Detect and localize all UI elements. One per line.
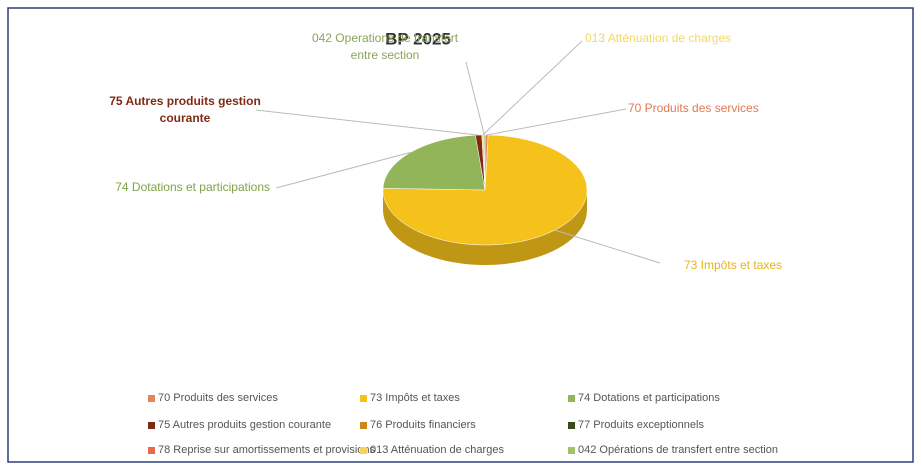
legend-item: 75 Autres produits gestion courante [148, 419, 331, 431]
legend-swatch [568, 446, 575, 454]
slice-label: 73 Impôts et taxes [684, 258, 783, 272]
slice-label: 042 Operations de transfert entre sectio… [311, 31, 459, 62]
leader-line [275, 151, 411, 189]
slice-label: 75 Autres produits gestion courante [109, 94, 261, 125]
legend-item: 77 Produits exceptionnels [568, 419, 704, 431]
slice-label: 70 Produits des services [628, 101, 759, 115]
legend-label: 74 Dotations et participations [578, 392, 720, 404]
slice-label: 74 Dotations et participations [115, 180, 270, 194]
legend-label: 70 Produits des services [158, 392, 278, 404]
legend-item: 74 Dotations et participations [568, 392, 720, 404]
legend-item: 70 Produits des services [148, 392, 278, 404]
leader-line [482, 40, 583, 136]
leader-line [486, 108, 627, 136]
legend-label: 76 Produits financiers [370, 419, 476, 431]
legend-swatch [148, 446, 155, 454]
leader-line [465, 61, 485, 136]
legend-swatch [568, 394, 575, 402]
legend-swatch [568, 421, 575, 429]
chart-title: BP 2025 [385, 29, 451, 48]
legend-item: 042 Opérations de transfert entre sectio… [568, 444, 778, 456]
legend-label: 042 Opérations de transfert entre sectio… [578, 444, 778, 456]
legend-label: 73 Impôts et taxes [370, 392, 460, 404]
legend-label: 013 Atténuation de charges [370, 444, 504, 456]
legend-item: 013 Atténuation de charges [360, 444, 504, 456]
legend-label: 77 Produits exceptionnels [578, 419, 704, 431]
legend-item: 78 Reprise sur amortissements et provisi… [148, 444, 375, 456]
leader-line [255, 109, 479, 136]
legend-swatch [148, 421, 155, 429]
legend-label: 78 Reprise sur amortissements et provisi… [158, 444, 376, 456]
legend-item: 73 Impôts et taxes [360, 392, 460, 404]
legend-label: 75 Autres produits gestion courante [158, 419, 332, 431]
legend-swatch [360, 446, 367, 454]
legend-item: 76 Produits financiers [360, 419, 476, 431]
legend-swatch [360, 394, 367, 402]
legend-swatch [148, 394, 155, 402]
slice-label: 013 Atténuation de charges [585, 31, 732, 45]
leader-line [554, 229, 661, 264]
legend-swatch [360, 421, 367, 429]
slice-side [383, 190, 587, 265]
